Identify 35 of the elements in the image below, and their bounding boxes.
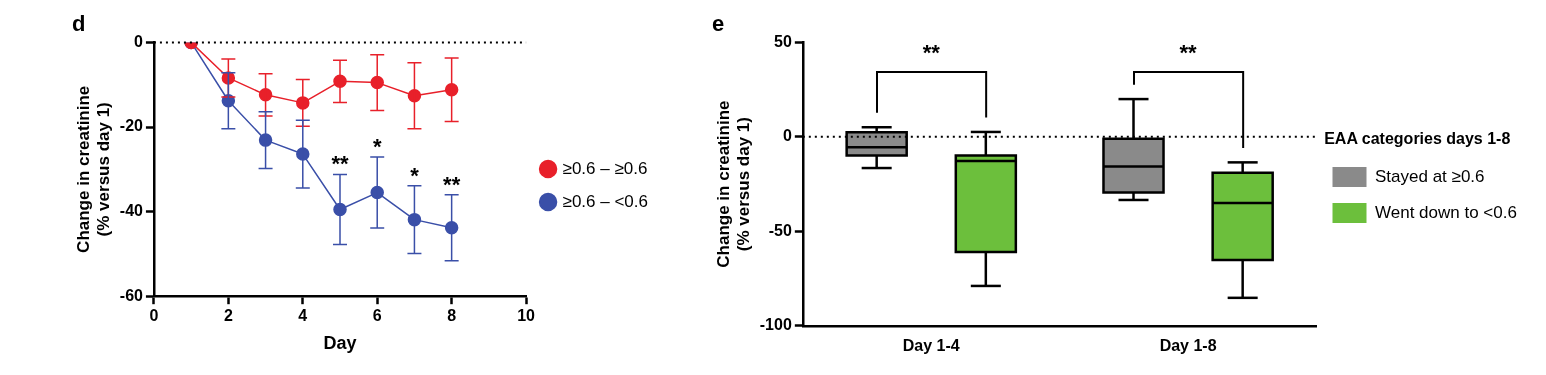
data-label: *	[410, 162, 420, 188]
y-tick-label: 0	[782, 127, 792, 145]
point	[407, 212, 422, 227]
x-tick-label: 0	[149, 307, 159, 325]
legend-label: Went down to <0.6	[1375, 202, 1517, 222]
legend-label: Stayed at ≥0.6	[1375, 166, 1485, 186]
x-tick-label: 2	[223, 307, 233, 325]
legend-label: ≥0.6 – ≥0.6	[562, 158, 648, 178]
y-tick-label: -50	[768, 221, 792, 239]
y-axis-title: Change in creatinine (% versus day 1)	[713, 100, 754, 268]
y-tick-label: -60	[119, 286, 144, 304]
y-tick-label: 50	[774, 32, 792, 50]
x-tick-label: 10	[517, 307, 536, 325]
legend-title: EAA categories days 1-8	[1324, 130, 1511, 148]
annotation: **	[922, 40, 941, 66]
data-label: **	[331, 151, 349, 177]
x-tick-label: Day 1-8	[1159, 336, 1217, 354]
y-tick-label: -40	[119, 202, 144, 220]
data-label: **	[443, 171, 461, 197]
y-tick-label: 0	[134, 32, 144, 50]
point	[407, 88, 422, 103]
annotation: **	[1179, 40, 1198, 66]
y-tick-label: -20	[119, 117, 144, 135]
data-label: *	[372, 134, 382, 160]
x-tick-label: 4	[298, 307, 308, 325]
legend-label: ≥0.6 – <0.6	[562, 191, 649, 211]
point	[444, 220, 459, 235]
x-axis-title: Day	[323, 333, 357, 354]
x-tick-label: 6	[372, 307, 382, 325]
y-axis-title: Change in creatinine (% versus day 1)	[73, 85, 114, 253]
y-tick-label: -100	[759, 316, 792, 334]
x-tick-label: 8	[447, 307, 457, 325]
chart-title: d	[72, 11, 86, 37]
chart-title: e	[712, 11, 725, 37]
x-tick-label: Day 1-4	[902, 336, 960, 354]
